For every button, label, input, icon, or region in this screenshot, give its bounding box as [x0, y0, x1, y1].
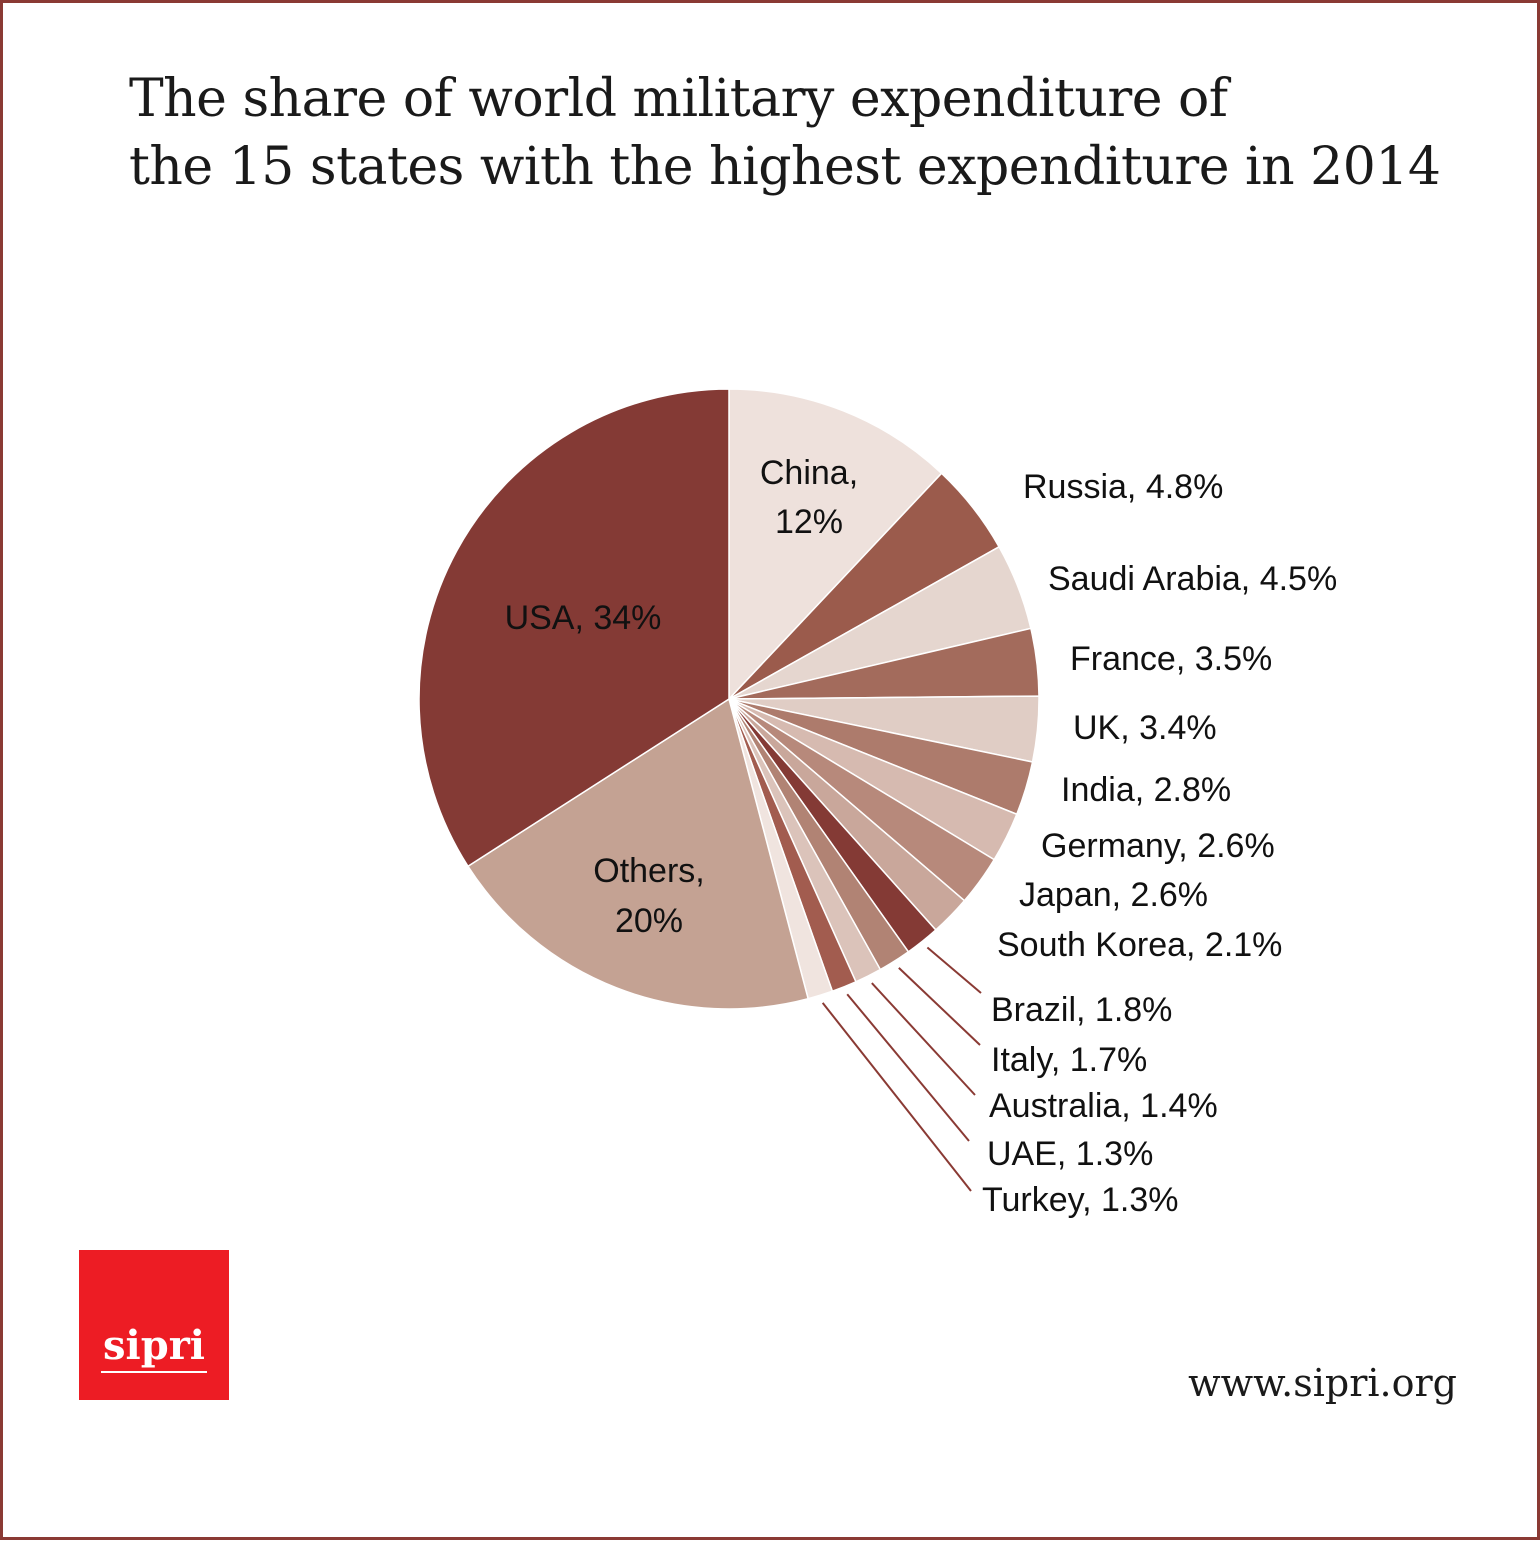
sipri-logo: sipri	[79, 1250, 229, 1400]
slice-label-turkey: Turkey, 1.3%	[982, 1181, 1179, 1219]
slice-label-japan: Japan, 2.6%	[1019, 876, 1208, 914]
chart-title-line-1: The share of world military expenditure …	[129, 69, 1228, 129]
slice-label-south-korea: South Korea, 2.1%	[997, 926, 1282, 964]
slice-label-uae: UAE, 1.3%	[987, 1135, 1153, 1173]
slice-label-italy: Italy, 1.7%	[991, 1041, 1147, 1079]
sipri-logo-underline	[101, 1371, 207, 1373]
slice-labels: China, 12% Russia, 4.8% Saudi Arabia, 4.5% F…	[505, 454, 1338, 1219]
pie-slice-china	[728, 388, 943, 701]
slice-label-russia: Russia, 4.8%	[1023, 468, 1223, 506]
slice-label-uk: UK, 3.4%	[1073, 709, 1217, 747]
chart-title: The share of world military expenditure …	[129, 65, 1469, 201]
slice-label-china-line-1: China,	[760, 454, 858, 492]
leader-lines	[821, 946, 982, 1192]
slice-label-brazil: Brazil, 1.8%	[991, 991, 1172, 1029]
leader-line-turkey	[821, 1002, 972, 1192]
leader-line-italy	[898, 967, 981, 1046]
pie-slices	[418, 388, 1040, 1010]
slice-label-australia: Australia, 1.4%	[989, 1087, 1218, 1125]
pie-slice-others	[466, 697, 810, 1010]
slice-label-saudi-arabia: Saudi Arabia, 4.5%	[1048, 560, 1337, 598]
pie-slice-usa	[418, 388, 730, 868]
sipri-logo-text: sipri	[103, 1322, 205, 1369]
slice-label-usa: USA, 34%	[505, 599, 662, 637]
slice-label-india: India, 2.8%	[1061, 771, 1231, 809]
slice-label-france: France, 3.5%	[1070, 640, 1272, 678]
leader-line-uae	[846, 993, 970, 1142]
slice-label-china-line-2: 12%	[775, 503, 843, 541]
pie-chart: China, 12% Russia, 4.8% Saudi Arabia, 4.5% F…	[418, 388, 1338, 1219]
leader-line-brazil	[926, 946, 982, 994]
leader-line-australia	[871, 982, 976, 1096]
slice-label-others-line-1: Others,	[593, 852, 704, 890]
slice-label-others-line-2: 20%	[615, 902, 683, 940]
source-url: www.sipri.org	[1188, 1361, 1457, 1405]
slice-label-germany: Germany, 2.6%	[1041, 827, 1275, 865]
chart-title-line-2: the 15 states with the highest expenditu…	[129, 137, 1441, 197]
